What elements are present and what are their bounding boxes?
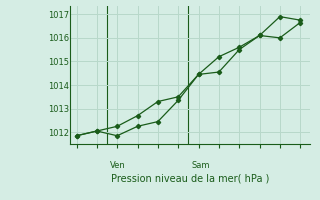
Text: Sam: Sam <box>191 161 210 170</box>
Text: Ven: Ven <box>110 161 125 170</box>
X-axis label: Pression niveau de la mer( hPa ): Pression niveau de la mer( hPa ) <box>111 173 269 183</box>
